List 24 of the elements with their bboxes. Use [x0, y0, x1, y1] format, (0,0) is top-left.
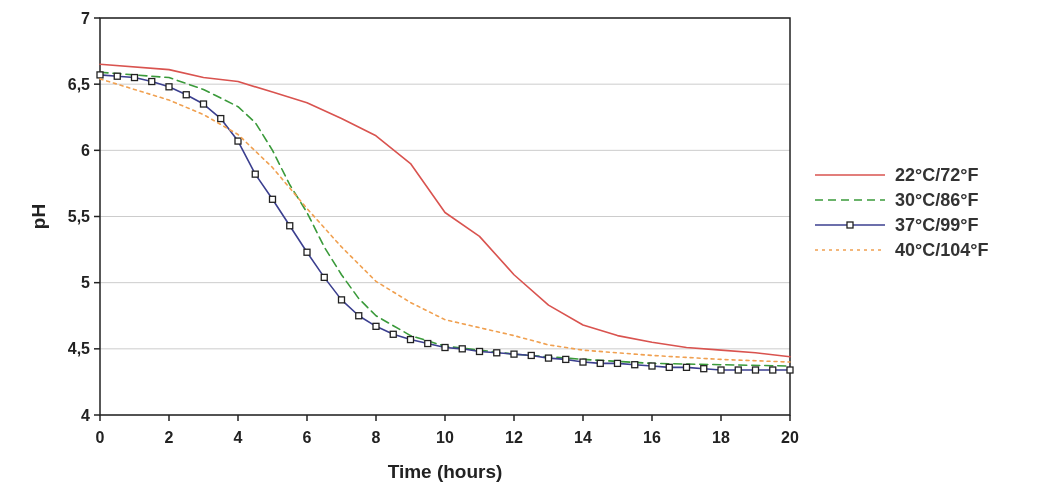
x-tick-label: 14: [574, 429, 592, 446]
x-tick-label: 16: [643, 429, 661, 446]
legend-label: 22°C/72°F: [895, 165, 979, 186]
y-tick-label: 6: [81, 141, 91, 159]
x-axis-title: Time (hours): [387, 461, 503, 482]
x-tick-label: 10: [436, 429, 454, 446]
y-tick-label: 5,5: [67, 208, 91, 226]
legend-label: 30°C/86°F: [895, 190, 979, 211]
x-tick-label: 12: [505, 429, 523, 446]
x-tick-label: 2: [164, 429, 174, 446]
y-tick-label: 5: [81, 274, 91, 292]
x-tick-label: 4: [233, 429, 243, 446]
legend-label: 40°C/104°F: [895, 240, 989, 261]
y-axis-title: pH: [28, 203, 49, 230]
legend-label: 37°C/99°F: [895, 215, 979, 236]
x-tick-label: 20: [781, 429, 799, 446]
x-tick-label: 6: [302, 429, 312, 446]
y-tick-label: 6,5: [67, 75, 91, 93]
x-tick-label: 18: [712, 429, 730, 446]
x-tick-label: 8: [371, 429, 381, 446]
x-tick-label: 0: [95, 429, 105, 446]
y-tick-label: 4: [81, 406, 91, 424]
y-tick-label: 4,5: [67, 340, 91, 358]
y-tick-label: 7: [81, 9, 91, 27]
